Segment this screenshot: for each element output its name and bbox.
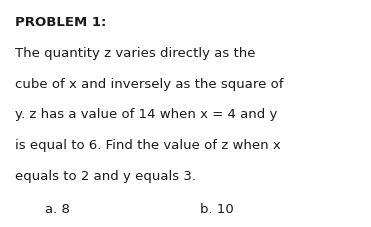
Text: PROBLEM 1:: PROBLEM 1: xyxy=(15,16,106,29)
Text: cube of x and inversely as the square of: cube of x and inversely as the square of xyxy=(15,77,283,90)
Text: y. z has a value of 14 when x = 4 and y: y. z has a value of 14 when x = 4 and y xyxy=(15,108,277,121)
Text: a. 8: a. 8 xyxy=(45,202,69,215)
Text: is equal to 6. Find the value of z when x: is equal to 6. Find the value of z when … xyxy=(15,138,280,151)
Text: The quantity z varies directly as the: The quantity z varies directly as the xyxy=(15,47,255,59)
Text: b. 10: b. 10 xyxy=(200,202,234,215)
Text: equals to 2 and y equals 3.: equals to 2 and y equals 3. xyxy=(15,169,196,182)
